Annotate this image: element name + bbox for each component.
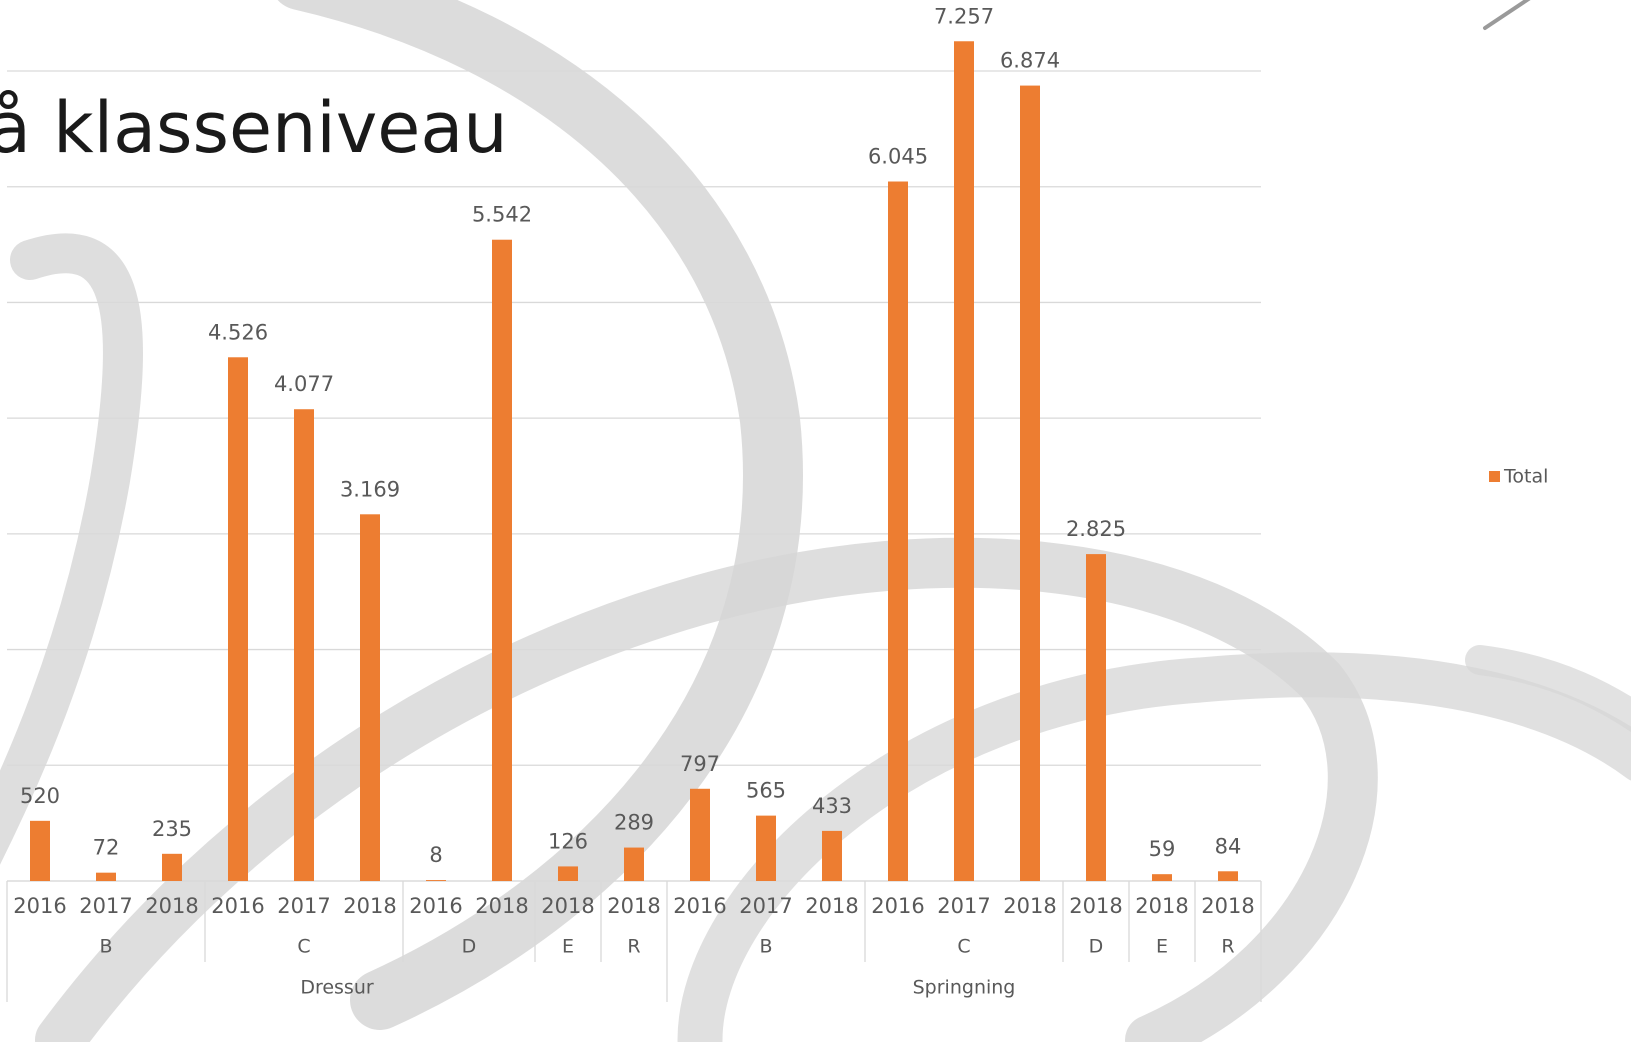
class-label: R xyxy=(1221,936,1234,958)
legend-label: Total xyxy=(1503,466,1548,488)
x-tick-label: 2018 xyxy=(1135,894,1188,918)
data-label: 126 xyxy=(548,829,588,853)
bar xyxy=(360,514,380,881)
x-tick-label: 2016 xyxy=(13,894,66,918)
x-tick-label: 2016 xyxy=(409,894,462,918)
x-tick-label: 2018 xyxy=(1201,894,1254,918)
bar xyxy=(690,788,710,881)
data-label: 565 xyxy=(746,779,786,803)
data-label: 4.077 xyxy=(274,372,334,396)
x-tick-label: 2016 xyxy=(871,894,924,918)
bar xyxy=(294,409,314,881)
class-label: E xyxy=(562,936,574,958)
x-tick-label: 2017 xyxy=(79,894,132,918)
data-label: 5.542 xyxy=(472,203,532,227)
bar xyxy=(1086,554,1106,881)
data-label: 2.825 xyxy=(1066,517,1126,541)
x-tick-label: 2018 xyxy=(607,894,660,918)
x-tick-label: 2017 xyxy=(739,894,792,918)
class-label: B xyxy=(99,936,112,958)
data-label: 797 xyxy=(680,752,720,776)
data-label: 520 xyxy=(20,784,60,808)
data-label: 4.526 xyxy=(208,320,268,344)
data-label: 7.257 xyxy=(934,4,994,28)
bar xyxy=(1152,874,1172,881)
data-label: 235 xyxy=(152,817,192,841)
class-label: B xyxy=(759,936,772,958)
x-tick-label: 2018 xyxy=(343,894,396,918)
class-label: C xyxy=(957,936,970,958)
x-tick-label: 2018 xyxy=(805,894,858,918)
x-tick-label: 2018 xyxy=(1003,894,1056,918)
data-label: 433 xyxy=(812,794,852,818)
data-label: 72 xyxy=(93,836,120,860)
x-tick-label: 2016 xyxy=(673,894,726,918)
bar xyxy=(426,880,446,881)
class-label: D xyxy=(462,936,477,958)
x-tick-label: 2018 xyxy=(1069,894,1122,918)
x-tick-label: 2018 xyxy=(475,894,528,918)
bar xyxy=(822,830,842,881)
data-label: 289 xyxy=(614,811,654,835)
data-label: 59 xyxy=(1149,837,1176,861)
bar xyxy=(756,815,776,881)
chart-title: å klasseniveau xyxy=(0,87,508,169)
discipline-label: Springning xyxy=(913,977,1016,999)
bar xyxy=(1020,85,1040,881)
legend-swatch xyxy=(1489,471,1500,482)
x-tick-label: 2016 xyxy=(211,894,264,918)
data-label: 6.045 xyxy=(868,145,928,169)
x-tick-label: 2017 xyxy=(937,894,990,918)
bar xyxy=(1218,871,1238,881)
bar xyxy=(96,872,116,881)
x-tick-label: 2018 xyxy=(145,894,198,918)
class-label: R xyxy=(627,936,640,958)
class-label: C xyxy=(297,936,310,958)
data-label: 8 xyxy=(429,843,442,867)
bar xyxy=(624,847,644,881)
x-tick-label: 2017 xyxy=(277,894,330,918)
bar xyxy=(558,866,578,881)
bar xyxy=(954,41,974,882)
x-tick-label: 2018 xyxy=(541,894,594,918)
bar xyxy=(162,853,182,881)
class-label: D xyxy=(1089,936,1104,958)
class-label: E xyxy=(1156,936,1168,958)
bar xyxy=(30,820,50,881)
data-label: 3.169 xyxy=(340,477,400,501)
bar xyxy=(228,357,248,882)
data-label: 6.874 xyxy=(1000,49,1060,73)
discipline-label: Dressur xyxy=(300,977,374,999)
bar xyxy=(492,239,512,881)
bar xyxy=(888,181,908,881)
data-label: 84 xyxy=(1215,834,1242,858)
legend: Total xyxy=(1489,466,1548,488)
